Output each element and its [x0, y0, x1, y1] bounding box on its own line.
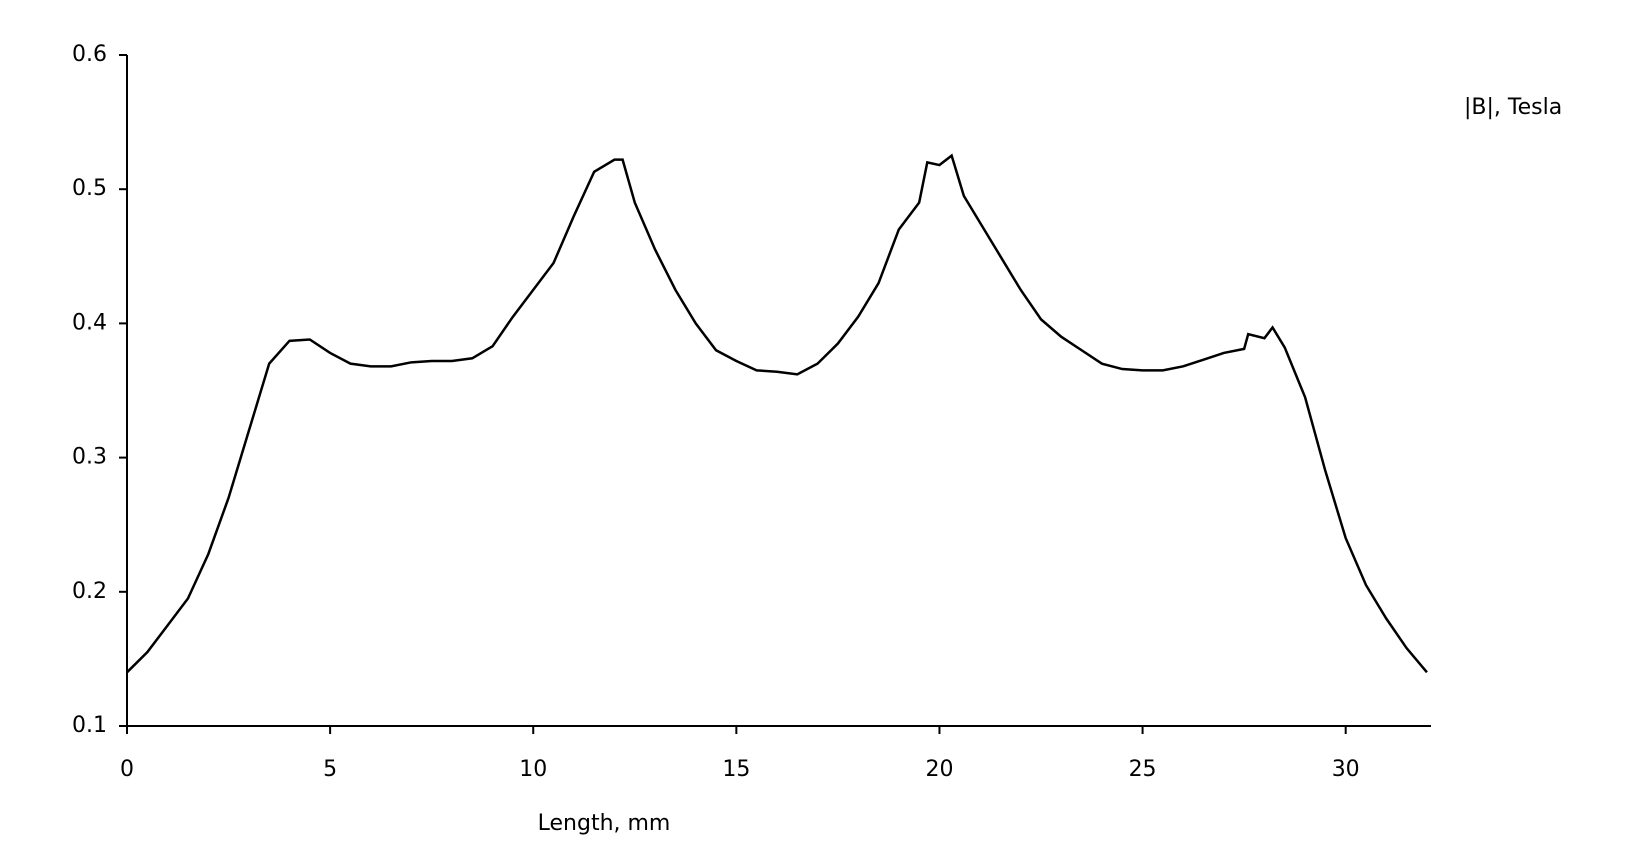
data-line — [126, 153, 1428, 674]
x-tick-label: 30 — [1332, 757, 1360, 782]
x-tick-label: 20 — [925, 757, 953, 782]
y-tick-label: 0.4 — [72, 310, 107, 335]
x-tick-label: 5 — [323, 757, 337, 782]
x-tick-label: 0 — [120, 757, 134, 782]
x-tick-label: 15 — [722, 757, 750, 782]
x-axis-label: Length, mm — [538, 811, 671, 836]
y-tick-label: 0.1 — [72, 713, 107, 738]
y-tick-label: 0.3 — [72, 445, 107, 470]
x-tick-label: 25 — [1129, 757, 1157, 782]
x-tick-label: 10 — [519, 757, 547, 782]
y-axis-label: |B|, Tesla — [1464, 95, 1562, 120]
y-tick-label: 0.5 — [72, 176, 107, 201]
y-tick-label: 0.2 — [72, 579, 107, 604]
y-tick-label: 0.6 — [72, 42, 107, 67]
